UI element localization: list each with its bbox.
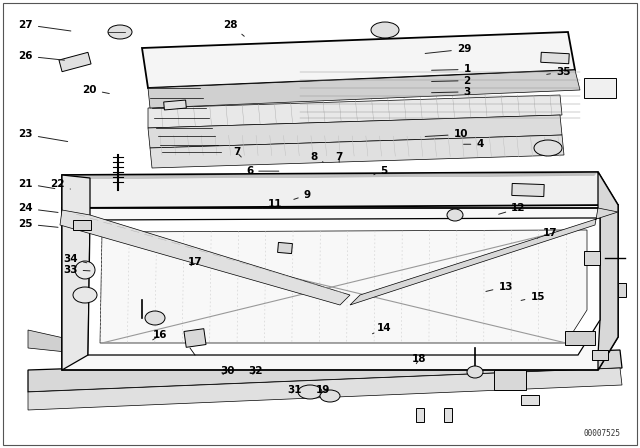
Polygon shape: [278, 242, 292, 254]
Polygon shape: [59, 52, 91, 72]
Text: 2: 2: [431, 76, 471, 86]
Polygon shape: [88, 218, 600, 355]
Polygon shape: [592, 350, 608, 360]
Text: 22: 22: [51, 179, 70, 189]
Ellipse shape: [467, 366, 483, 378]
Text: 3: 3: [431, 87, 471, 97]
Polygon shape: [148, 70, 580, 108]
Text: 29: 29: [425, 44, 471, 54]
Text: 19: 19: [316, 385, 330, 395]
Polygon shape: [142, 32, 575, 88]
Polygon shape: [184, 329, 206, 347]
Polygon shape: [28, 368, 622, 410]
Polygon shape: [28, 350, 622, 392]
Text: 9: 9: [294, 190, 311, 200]
Ellipse shape: [447, 209, 463, 221]
Polygon shape: [444, 408, 452, 422]
Ellipse shape: [298, 385, 322, 399]
Ellipse shape: [145, 311, 165, 325]
Text: 32: 32: [249, 366, 263, 376]
Polygon shape: [350, 208, 618, 305]
Text: 12: 12: [499, 203, 525, 214]
Polygon shape: [541, 52, 569, 64]
Text: 15: 15: [521, 292, 545, 302]
Text: 7: 7: [233, 147, 241, 157]
Text: 17: 17: [188, 257, 202, 267]
Polygon shape: [62, 172, 618, 208]
Ellipse shape: [534, 140, 562, 156]
Text: 13: 13: [486, 282, 513, 292]
Text: 26: 26: [19, 51, 65, 61]
Text: 28: 28: [223, 20, 244, 36]
Text: 21: 21: [19, 179, 55, 189]
Polygon shape: [150, 135, 564, 168]
Text: 10: 10: [425, 129, 468, 139]
Polygon shape: [521, 395, 539, 405]
Text: 7: 7: [335, 152, 343, 162]
Polygon shape: [60, 210, 350, 305]
Ellipse shape: [73, 287, 97, 303]
Polygon shape: [148, 115, 562, 148]
Text: 00007525: 00007525: [583, 429, 620, 438]
Polygon shape: [28, 330, 95, 355]
Polygon shape: [416, 408, 424, 422]
Polygon shape: [62, 175, 90, 370]
Polygon shape: [598, 172, 618, 370]
Ellipse shape: [371, 22, 399, 38]
Text: 24: 24: [19, 203, 58, 213]
Ellipse shape: [320, 390, 340, 402]
Text: 6: 6: [246, 166, 279, 176]
Text: 18: 18: [412, 354, 426, 364]
Text: 33: 33: [63, 265, 90, 275]
Text: 11: 11: [262, 199, 282, 209]
Polygon shape: [148, 95, 562, 128]
Polygon shape: [565, 331, 595, 345]
Ellipse shape: [108, 25, 132, 39]
Text: 8: 8: [310, 152, 323, 162]
Polygon shape: [512, 183, 544, 197]
Text: 20: 20: [83, 85, 109, 95]
Text: 30: 30: [220, 366, 234, 376]
Text: 16: 16: [153, 330, 167, 340]
Polygon shape: [73, 220, 91, 230]
Text: 35: 35: [547, 67, 570, 77]
Polygon shape: [164, 100, 186, 110]
Polygon shape: [100, 230, 587, 343]
Polygon shape: [494, 370, 526, 390]
Polygon shape: [62, 205, 618, 370]
Polygon shape: [618, 283, 626, 297]
Polygon shape: [584, 251, 600, 265]
Text: 17: 17: [538, 228, 557, 238]
Text: 1: 1: [431, 65, 471, 74]
Ellipse shape: [75, 261, 95, 279]
Text: 4: 4: [463, 139, 484, 149]
Text: 31: 31: [287, 385, 301, 395]
Text: 25: 25: [19, 219, 58, 229]
Text: 27: 27: [19, 20, 71, 31]
Text: 23: 23: [19, 129, 68, 142]
Text: 5: 5: [374, 166, 388, 176]
Text: 14: 14: [372, 323, 391, 334]
Polygon shape: [584, 78, 616, 98]
Text: 34: 34: [63, 254, 87, 264]
